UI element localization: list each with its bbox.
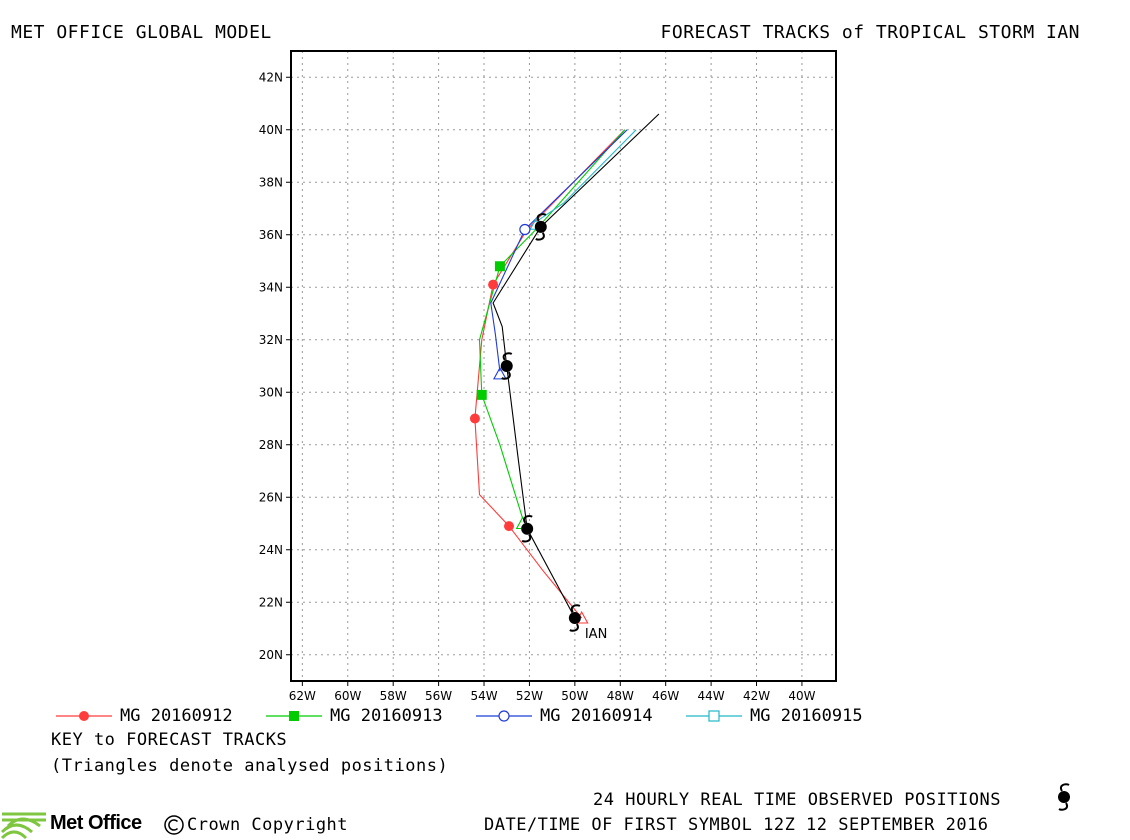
storm-symbol-core xyxy=(500,360,513,372)
storm-symbol-icon xyxy=(1058,783,1070,811)
key-note: (Triangles denote analysed positions) xyxy=(51,756,449,776)
track-line xyxy=(492,113,660,619)
lon-tick-label: 54W xyxy=(470,689,497,703)
lon-tick-label: 40W xyxy=(788,689,815,703)
track-point-square xyxy=(494,261,505,272)
track-markers xyxy=(469,213,589,632)
met-office-logo-text: Met Office xyxy=(50,812,142,834)
lon-tick-label: 62W xyxy=(289,689,316,703)
legend-swatch-red-circle xyxy=(56,711,112,721)
lat-tick-label: 24N xyxy=(259,543,283,557)
storm-symbol-arm xyxy=(570,604,581,613)
observed-storm-symbol xyxy=(500,352,513,380)
lat-axis: 20N 22N 24N 26N 28N 30N 32N 34N 36N 38N 40N 42N xyxy=(259,70,291,662)
storm-symbol-arm xyxy=(501,371,511,380)
storm-symbol-arm xyxy=(535,232,545,241)
storm-symbol-arm xyxy=(523,515,533,524)
lat-tick-label: 42N xyxy=(259,70,283,84)
lat-tick-label: 36N xyxy=(259,228,283,242)
storm-symbol-core xyxy=(534,220,547,233)
legend-label: MG 20160913 xyxy=(330,706,443,726)
first-symbol-datetime: DATE/TIME OF FIRST SYMBOL 12Z 12 SEPTEMB… xyxy=(484,815,989,835)
storm-symbol-arm xyxy=(536,213,547,222)
track-point-open-circle xyxy=(519,223,531,236)
lat-tick-label: 22N xyxy=(259,595,283,609)
lon-tick-label: 46W xyxy=(652,689,679,703)
header-forecast-title: FORECAST TRACKS of TROPICAL STORM IAN xyxy=(660,22,1080,43)
copyright-icon xyxy=(164,815,184,835)
analysed-position-triangle xyxy=(492,366,507,380)
storm-symbol-arm xyxy=(502,352,513,361)
lon-tick-label: 58W xyxy=(380,689,407,703)
legend-swatch-green-square xyxy=(266,711,322,721)
lat-tick-label: 34N xyxy=(259,280,283,294)
observed-storm-symbol xyxy=(534,213,547,241)
track-line xyxy=(535,129,637,223)
storm-label: IAN xyxy=(585,627,607,642)
lat-tick-label: 32N xyxy=(259,333,283,347)
lon-tick-label: 56W xyxy=(425,689,452,703)
track-point-circle xyxy=(488,279,499,290)
legend-label: MG 20160914 xyxy=(540,706,653,726)
header-model-title: MET OFFICE GLOBAL MODEL xyxy=(11,22,272,43)
observed-storm-symbol xyxy=(568,604,581,632)
lon-axis: 62W 60W 58W 56W 54W 52W 50W 48W 46W 44W 42W 40W xyxy=(289,681,816,703)
copyright-text: Crown Copyright xyxy=(187,815,349,835)
track-point-circle xyxy=(504,521,514,532)
lat-tick-label: 28N xyxy=(259,438,283,452)
lon-tick-label: 42W xyxy=(743,689,770,703)
legend-label: MG 20160915 xyxy=(750,706,863,726)
map-frame xyxy=(290,50,837,682)
legend-label: MG 20160912 xyxy=(120,706,233,726)
storm-symbol-arm xyxy=(521,534,532,543)
storm-symbol-core xyxy=(568,612,581,624)
map-grid xyxy=(291,51,836,681)
lon-tick-label: 52W xyxy=(516,689,543,703)
lat-tick-label: 38N xyxy=(259,175,283,189)
observed-positions-label: 24 HOURLY REAL TIME OBSERVED POSITIONS xyxy=(593,790,1001,810)
legend-swatch-cyan-open-square xyxy=(686,710,742,722)
lat-tick-label: 40N xyxy=(259,123,283,137)
lon-tick-label: 60W xyxy=(334,689,361,703)
lon-tick-label: 44W xyxy=(698,689,725,703)
storm-symbol-arm xyxy=(569,623,579,632)
lon-tick-label: 48W xyxy=(607,689,634,703)
track-line xyxy=(490,129,628,372)
met-office-logo-icon xyxy=(0,812,46,840)
track-line xyxy=(474,129,626,619)
track-point-circle xyxy=(469,413,480,424)
observed-storm-symbol xyxy=(521,515,534,543)
lat-tick-label: 20N xyxy=(259,648,283,662)
track-point-square xyxy=(476,389,487,400)
key-title: KEY to FORECAST TRACKS xyxy=(51,730,288,750)
lat-tick-label: 30N xyxy=(259,385,283,399)
storm-symbol-core xyxy=(521,522,534,535)
legend-swatch-blue-open-circle xyxy=(476,710,532,722)
lon-tick-label: 50W xyxy=(561,689,588,703)
lat-tick-label: 26N xyxy=(259,490,283,504)
